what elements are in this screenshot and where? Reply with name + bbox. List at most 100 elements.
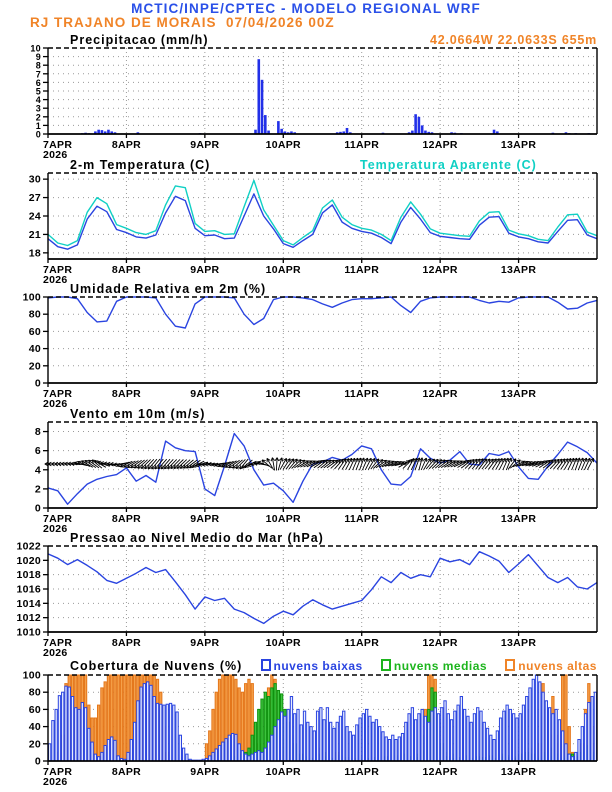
chart-cloud: 0 20 40 60 80 100 7APR 8APR 9APR 10APR 11APR 12APR 1… bbox=[23, 670, 598, 788]
high-clouds-swatch-icon bbox=[505, 659, 516, 671]
svg-text:9APR: 9APR bbox=[190, 637, 219, 649]
svg-text:5: 5 bbox=[36, 87, 41, 97]
svg-text:80: 80 bbox=[29, 309, 41, 321]
svg-text:2026: 2026 bbox=[43, 398, 68, 410]
svg-text:60: 60 bbox=[29, 704, 41, 716]
svg-text:8APR: 8APR bbox=[112, 513, 141, 525]
station-name: RJ TRAJANO DE MORAIS bbox=[30, 15, 217, 30]
run-datetime: 07/04/2026 00Z bbox=[226, 15, 335, 30]
svg-text:2: 2 bbox=[36, 112, 41, 122]
panel-title-clouds: Cobertura de Nuvens (%) bbox=[70, 659, 243, 673]
panel-title-temperature: 2-m Temperatura (C) bbox=[70, 158, 211, 172]
chart-wind: 0 2 4 6 8 7APR 8APR 9APR 10APR 11APR 12APR 13APR 202… bbox=[35, 421, 598, 535]
svg-text:7APR: 7APR bbox=[43, 513, 72, 525]
svg-text:9: 9 bbox=[36, 52, 41, 62]
svg-text:13APR: 13APR bbox=[501, 637, 536, 649]
svg-text:60: 60 bbox=[29, 326, 41, 338]
svg-text:1016: 1016 bbox=[16, 584, 41, 596]
svg-text:100: 100 bbox=[23, 670, 41, 682]
svg-text:4: 4 bbox=[35, 464, 41, 476]
panel-title-pressure: Pressao ao Nivel Medio do Mar (hPa) bbox=[70, 531, 324, 545]
svg-text:8: 8 bbox=[36, 61, 41, 71]
svg-text:4: 4 bbox=[36, 95, 41, 105]
svg-text:7APR: 7APR bbox=[43, 766, 72, 778]
svg-text:3: 3 bbox=[36, 104, 41, 114]
legend-apparent-temperature: Temperatura Aparente (C) bbox=[360, 158, 537, 172]
svg-text:7: 7 bbox=[36, 69, 41, 79]
svg-text:9APR: 9APR bbox=[190, 513, 219, 525]
svg-text:7APR: 7APR bbox=[43, 139, 72, 151]
svg-text:9APR: 9APR bbox=[190, 264, 219, 276]
svg-text:0: 0 bbox=[36, 130, 41, 140]
svg-text:13APR: 13APR bbox=[501, 766, 536, 778]
svg-text:11APR: 11APR bbox=[344, 388, 379, 400]
svg-text:40: 40 bbox=[29, 721, 41, 733]
svg-text:1010: 1010 bbox=[16, 627, 41, 639]
svg-text:10APR: 10APR bbox=[266, 766, 301, 778]
model-title: MCTIC/INPE/CPTEC - MODELO REGIONAL WRF bbox=[131, 1, 481, 16]
svg-text:10APR: 10APR bbox=[266, 513, 301, 525]
legend-label-mid-clouds: nuvens medias bbox=[393, 659, 488, 673]
svg-text:2026: 2026 bbox=[43, 523, 68, 535]
legend-item-low-clouds: nuvens baixas bbox=[260, 659, 363, 673]
svg-text:12APR: 12APR bbox=[422, 513, 457, 525]
svg-text:2026: 2026 bbox=[43, 274, 68, 286]
svg-text:11APR: 11APR bbox=[344, 513, 379, 525]
chart-pres: 1010 1012 1014 1016 1018 1020 1022 7APR 8APR 9APR… bbox=[16, 541, 598, 659]
svg-text:8APR: 8APR bbox=[112, 637, 141, 649]
chart-temp: 18 21 24 27 30 7APR 8APR 9APR 10APR 11APR 12APR 13A… bbox=[29, 172, 598, 286]
svg-text:12APR: 12APR bbox=[422, 139, 457, 151]
svg-text:0: 0 bbox=[35, 503, 41, 515]
legend-item-high-clouds: nuvens altas bbox=[505, 659, 597, 673]
svg-text:7APR: 7APR bbox=[43, 388, 72, 400]
legend-item-mid-clouds: nuvens medias bbox=[380, 659, 488, 673]
svg-text:9APR: 9APR bbox=[190, 766, 219, 778]
svg-text:18: 18 bbox=[29, 247, 41, 259]
low-clouds-swatch-icon bbox=[260, 659, 271, 671]
svg-text:13APR: 13APR bbox=[501, 513, 536, 525]
svg-text:6: 6 bbox=[35, 445, 41, 457]
panel-title-humidity: Umidade Relativa em 2m (%) bbox=[70, 282, 267, 296]
svg-text:2026: 2026 bbox=[43, 776, 68, 788]
chart-rh: 0 20 40 60 80 100 7APR 8APR 9APR 10APR 11APR 12APR 1… bbox=[23, 292, 598, 410]
svg-text:10APR: 10APR bbox=[266, 637, 301, 649]
svg-text:7APR: 7APR bbox=[43, 637, 72, 649]
svg-text:8: 8 bbox=[35, 426, 41, 438]
svg-text:2026: 2026 bbox=[43, 149, 68, 161]
svg-text:13APR: 13APR bbox=[501, 139, 536, 151]
svg-text:7APR: 7APR bbox=[43, 264, 72, 276]
svg-text:10APR: 10APR bbox=[266, 264, 301, 276]
legend-label-high-clouds: nuvens altas bbox=[518, 659, 597, 673]
svg-text:1012: 1012 bbox=[16, 612, 41, 624]
station-coordinates: 42.0664W 22.0633S 655m bbox=[429, 33, 597, 47]
svg-text:12APR: 12APR bbox=[422, 264, 457, 276]
svg-text:0: 0 bbox=[35, 378, 41, 390]
cloud-panel-header: Cobertura de Nuvens (%) nuvens baixas nu… bbox=[70, 659, 597, 673]
svg-text:20: 20 bbox=[29, 738, 41, 750]
svg-text:11APR: 11APR bbox=[344, 264, 379, 276]
svg-text:10APR: 10APR bbox=[266, 388, 301, 400]
svg-text:2: 2 bbox=[35, 483, 41, 495]
svg-text:0: 0 bbox=[35, 756, 41, 768]
svg-text:24: 24 bbox=[29, 211, 41, 223]
mid-clouds-swatch-icon bbox=[380, 659, 391, 671]
legend-label-low-clouds: nuvens baixas bbox=[273, 659, 363, 673]
svg-text:1014: 1014 bbox=[16, 598, 41, 610]
svg-text:9APR: 9APR bbox=[190, 139, 219, 151]
svg-text:11APR: 11APR bbox=[344, 637, 379, 649]
svg-text:1018: 1018 bbox=[16, 569, 41, 581]
svg-text:21: 21 bbox=[29, 229, 41, 241]
svg-text:8APR: 8APR bbox=[112, 388, 141, 400]
svg-text:12APR: 12APR bbox=[422, 637, 457, 649]
svg-text:30: 30 bbox=[29, 174, 41, 186]
svg-text:8APR: 8APR bbox=[112, 139, 141, 151]
svg-text:20: 20 bbox=[29, 360, 41, 372]
svg-text:11APR: 11APR bbox=[344, 766, 379, 778]
svg-text:40: 40 bbox=[29, 343, 41, 355]
svg-text:80: 80 bbox=[29, 687, 41, 699]
svg-text:27: 27 bbox=[29, 192, 41, 204]
svg-text:9APR: 9APR bbox=[190, 388, 219, 400]
svg-text:12APR: 12APR bbox=[422, 766, 457, 778]
